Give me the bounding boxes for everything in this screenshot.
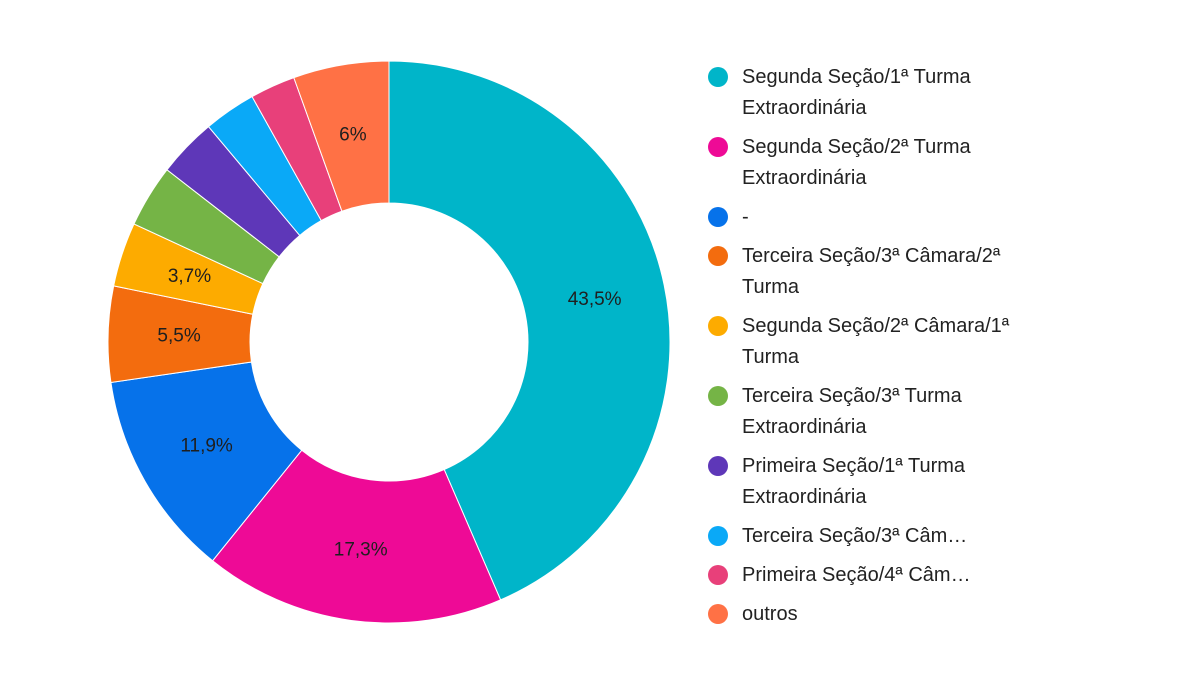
legend-item-3[interactable]: Terceira Seção/3ª Câmara/2ª Turma <box>708 241 1038 303</box>
legend-item-9[interactable]: outros <box>708 599 1038 630</box>
legend-item-7[interactable]: Terceira Seção/3ª Câm… <box>708 521 1038 552</box>
legend-label-3: Terceira Seção/3ª Câmara/2ª Turma <box>742 245 1001 298</box>
slices-group <box>107 60 671 624</box>
legend-swatch-0 <box>708 67 728 87</box>
legend-label-6: Primeira Seção/1ª Turma Extraordinária <box>742 455 966 508</box>
slice-label-3: 5,5% <box>157 326 200 347</box>
legend-item-1[interactable]: Segunda Seção/2ª Turma Extraordinária <box>708 132 1038 194</box>
legend-swatch-1 <box>708 137 728 157</box>
slice-label-1: 17,3% <box>334 540 388 561</box>
legend-swatch-5 <box>708 386 728 406</box>
legend-label-8: Primeira Seção/4ª Câm… <box>742 564 971 586</box>
legend-swatch-7 <box>708 526 728 546</box>
slice-label-4: 3,7% <box>168 266 211 287</box>
slice-9[interactable] <box>293 60 390 212</box>
legend-label-7: Terceira Seção/3ª Câm… <box>742 525 968 547</box>
slice-1[interactable] <box>211 449 502 624</box>
legend-swatch-6 <box>708 456 728 476</box>
legend-item-5[interactable]: Terceira Seção/3ª Turma Extraordinária <box>708 381 1038 443</box>
slice-0[interactable] <box>388 60 671 601</box>
legend-label-9: outros <box>742 603 798 625</box>
legend-item-2[interactable]: - <box>708 202 1038 233</box>
legend-swatch-4 <box>708 316 728 336</box>
slice-2[interactable] <box>110 361 303 562</box>
legend-label-2: - <box>742 206 749 228</box>
legend-label-4: Segunda Seção/2ª Câmara/1ª Turma <box>742 315 1010 368</box>
legend-item-4[interactable]: Segunda Seção/2ª Câmara/1ª Turma <box>708 311 1038 373</box>
legend-item-6[interactable]: Primeira Seção/1ª Turma Extraordinária <box>708 451 1038 513</box>
legend: Segunda Seção/1ª Turma Extraordinária Seg… <box>708 62 1038 638</box>
slice-labels-group: 43,5% 17,3% 11,9% 5,5% 3,7% 6% <box>157 125 621 561</box>
legend-label-5: Terceira Seção/3ª Turma Extraordinária <box>742 385 962 438</box>
legend-item-0[interactable]: Segunda Seção/1ª Turma Extraordinária <box>708 62 1038 124</box>
legend-swatch-3 <box>708 246 728 266</box>
legend-label-0: Segunda Seção/1ª Turma Extraordinária <box>742 66 971 119</box>
slice-label-9: 6% <box>339 125 367 146</box>
slice-label-0: 43,5% <box>568 289 622 310</box>
legend-swatch-9 <box>708 604 728 624</box>
legend-label-1: Segunda Seção/2ª Turma Extraordinária <box>742 136 971 189</box>
legend-item-8[interactable]: Primeira Seção/4ª Câm… <box>708 560 1038 591</box>
slice-label-2: 11,9% <box>180 436 233 457</box>
legend-swatch-2 <box>708 207 728 227</box>
legend-swatch-8 <box>708 565 728 585</box>
